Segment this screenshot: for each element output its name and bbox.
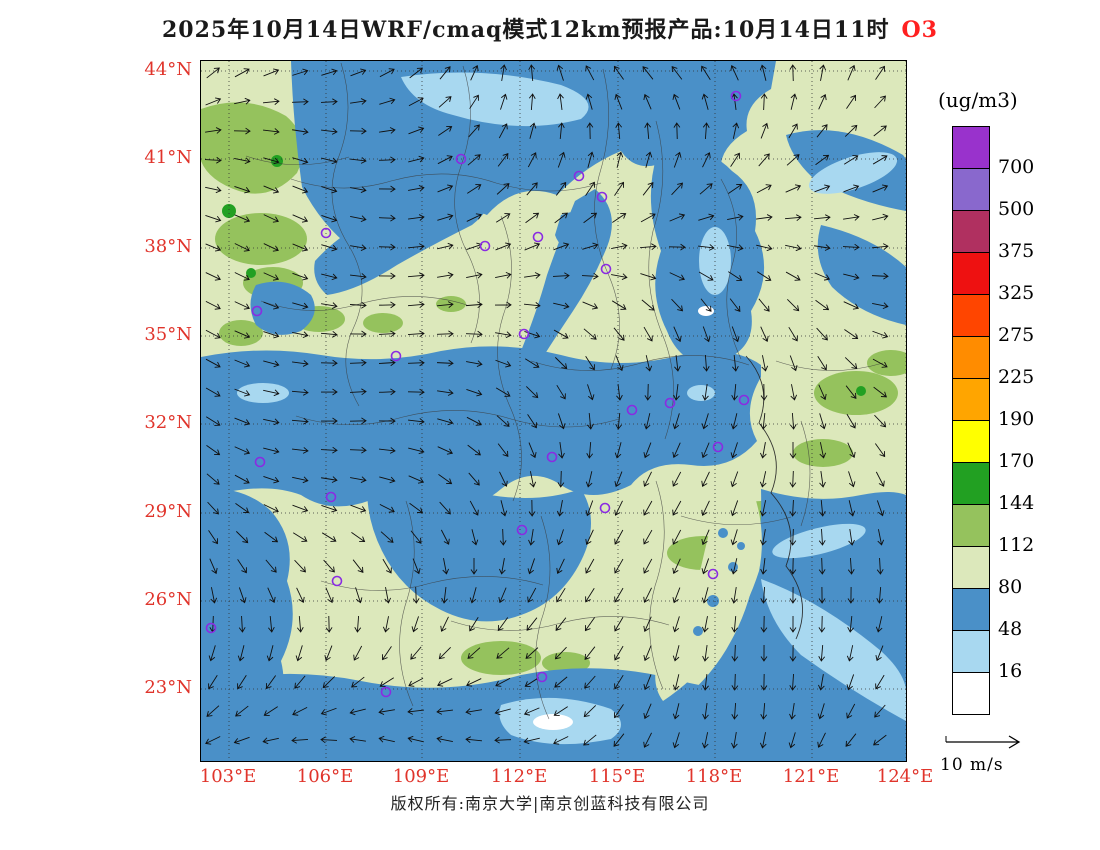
legend-level-label: 48 — [998, 618, 1023, 640]
station-marker — [546, 451, 558, 463]
copyright: 版权所有:南京大学|南京创蓝科技有限公司 — [390, 794, 710, 813]
legend-level-label: 16 — [998, 660, 1023, 682]
legend-level-label: 170 — [998, 450, 1035, 472]
legend-level-label: 375 — [998, 240, 1035, 262]
lon-tick-label: 124°E — [876, 766, 934, 787]
legend-level-label: 80 — [998, 576, 1023, 598]
legend-level-label: 225 — [998, 366, 1035, 388]
legend-cell — [953, 127, 989, 169]
legend-cell — [953, 421, 989, 463]
legend-cell — [953, 673, 989, 714]
station-marker — [536, 671, 548, 683]
page-title: 2025年10月14日WRF/cmaq模式12km预报产品:10月14日11时 O… — [0, 12, 1100, 44]
wind-arrows-layer — [204, 64, 889, 749]
lat-tick-label: 23°N — [144, 677, 192, 698]
lat-tick-label: 44°N — [144, 59, 192, 80]
station-markers-layer — [205, 90, 750, 698]
lon-tick-label: 121°E — [782, 766, 840, 787]
legend-level-label: 112 — [998, 534, 1035, 556]
legend-cell — [953, 253, 989, 295]
legend-level-label: 325 — [998, 282, 1035, 304]
legend-cell — [953, 547, 989, 589]
legend-cell — [953, 337, 989, 379]
station-marker — [205, 622, 217, 634]
legend-level-label: 144 — [998, 492, 1035, 514]
legend-labels: 700 500 375 325 275 225 190 170 144 112 80 48 16 — [998, 126, 1078, 726]
station-marker — [626, 404, 638, 416]
lon-axis: 103°E 106°E 109°E 112°E 115°E 118°E 121°E 124°E — [200, 766, 934, 790]
station-marker — [600, 263, 612, 275]
station-marker — [516, 524, 528, 536]
legend-unit: (ug/m3) — [938, 88, 1018, 112]
station-marker — [390, 350, 402, 362]
station-marker — [251, 305, 263, 317]
lat-tick-label: 32°N — [144, 412, 192, 433]
legend-cell — [953, 589, 989, 631]
station-marker — [730, 90, 742, 102]
legend-level-label: 190 — [998, 408, 1035, 430]
station-marker — [664, 397, 676, 409]
lat-tick-label: 38°N — [144, 236, 192, 257]
legend: (ug/m3) 700 500 375 325 275 225 190 170 144 112 80… — [938, 88, 1088, 748]
station-marker — [738, 394, 750, 406]
legend-colorbar — [952, 126, 990, 715]
grid-lines — [201, 61, 906, 761]
station-marker — [712, 441, 724, 453]
station-marker — [325, 491, 337, 503]
title-species: O3 — [901, 17, 938, 43]
station-marker — [320, 227, 332, 239]
lon-tick-label: 109°E — [392, 766, 450, 787]
lon-tick-label: 103°E — [199, 766, 257, 787]
legend-cell — [953, 379, 989, 421]
station-marker — [518, 328, 530, 340]
station-marker — [380, 686, 392, 698]
lon-tick-label: 112°E — [490, 766, 548, 787]
lon-tick-label: 118°E — [685, 766, 743, 787]
lat-tick-label: 41°N — [144, 147, 192, 168]
legend-cell — [953, 295, 989, 337]
legend-cell — [953, 505, 989, 547]
legend-cell — [953, 631, 989, 673]
station-marker — [254, 456, 266, 468]
wind-scale: 10 m/s — [940, 732, 1070, 775]
lat-tick-label: 29°N — [144, 501, 192, 522]
province-boundaries — [245, 62, 884, 720]
station-marker — [532, 231, 544, 243]
station-marker — [596, 191, 608, 203]
legend-level-label: 275 — [998, 324, 1035, 346]
station-marker — [331, 575, 343, 587]
map-canvas — [200, 60, 907, 762]
legend-cell — [953, 463, 989, 505]
station-marker — [479, 240, 491, 252]
lat-tick-label: 35°N — [144, 324, 192, 345]
legend-level-label: 700 — [998, 156, 1035, 178]
map-svg — [201, 61, 906, 761]
legend-level-label: 500 — [998, 198, 1035, 220]
wind-scale-label: 10 m/s — [940, 755, 1004, 775]
station-marker — [573, 170, 585, 182]
station-marker — [707, 568, 719, 580]
lat-axis: 44°N 41°N 38°N 35°N 32°N 29°N 26°N 23°N — [128, 59, 192, 760]
legend-cell — [953, 169, 989, 211]
lat-tick-label: 26°N — [144, 589, 192, 610]
lon-tick-label: 115°E — [588, 766, 646, 787]
lon-tick-label: 106°E — [296, 766, 354, 787]
legend-cell — [953, 211, 989, 253]
title-text: 2025年10月14日WRF/cmaq模式12km预报产品:10月14日11时 — [161, 17, 890, 43]
station-marker — [599, 502, 611, 514]
station-marker — [455, 153, 467, 165]
wind-scale-arrow-icon — [945, 735, 1021, 749]
